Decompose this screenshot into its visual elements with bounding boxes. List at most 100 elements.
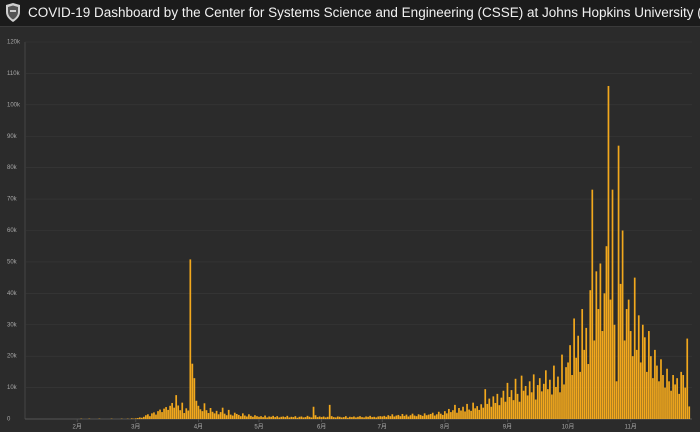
bar xyxy=(175,395,178,419)
bar xyxy=(136,418,139,419)
bar xyxy=(407,416,410,419)
bar xyxy=(573,318,575,419)
bar xyxy=(670,390,672,419)
bar xyxy=(361,417,363,419)
bar xyxy=(393,416,396,419)
bar xyxy=(411,413,414,419)
bar xyxy=(161,412,163,419)
bar xyxy=(351,417,353,419)
bar xyxy=(306,415,309,419)
bar xyxy=(270,416,272,419)
bar xyxy=(369,415,371,419)
bar xyxy=(452,410,454,419)
bar xyxy=(688,406,691,419)
bar xyxy=(237,414,240,419)
bar xyxy=(547,389,549,419)
bar xyxy=(419,414,422,419)
bar xyxy=(476,406,479,419)
bar xyxy=(526,395,529,419)
bar xyxy=(138,417,141,419)
bar xyxy=(500,397,503,419)
bar xyxy=(256,416,258,419)
bar xyxy=(631,356,634,419)
y-tick-label: 40k xyxy=(7,291,18,297)
bar xyxy=(435,414,438,419)
bar xyxy=(666,368,668,419)
bar xyxy=(187,410,190,419)
bar xyxy=(443,411,446,419)
bar xyxy=(516,393,519,419)
bar xyxy=(482,407,485,419)
bar xyxy=(575,357,577,419)
bar xyxy=(520,375,523,419)
bar xyxy=(217,414,220,419)
bar xyxy=(603,293,606,419)
bar xyxy=(668,381,670,419)
x-tick-label: 2月 xyxy=(73,424,82,431)
bar xyxy=(583,349,586,419)
bar xyxy=(504,401,507,419)
bar xyxy=(423,413,426,419)
bar xyxy=(587,364,590,419)
bar xyxy=(338,416,341,419)
bar xyxy=(656,365,658,419)
bar xyxy=(470,410,472,419)
bar xyxy=(278,417,281,419)
y-tick-label: 110k xyxy=(7,71,21,77)
bar xyxy=(322,416,325,419)
x-tick-label: 4月 xyxy=(194,424,203,431)
bar xyxy=(375,417,378,419)
bar xyxy=(353,416,355,419)
bar xyxy=(359,416,361,419)
x-tick-label: 5月 xyxy=(254,424,263,431)
bar xyxy=(454,404,456,419)
y-tick-label: 80k xyxy=(7,165,18,171)
bar xyxy=(177,405,180,419)
bar xyxy=(252,416,254,419)
bar xyxy=(213,413,216,419)
bar xyxy=(189,259,192,419)
bar xyxy=(643,337,646,419)
bar xyxy=(429,413,432,419)
logo xyxy=(6,3,20,22)
bar xyxy=(496,393,499,419)
bar xyxy=(345,416,347,419)
bar xyxy=(635,349,638,419)
bar xyxy=(567,362,569,419)
bar xyxy=(686,338,689,419)
bar xyxy=(155,414,157,419)
bar xyxy=(248,414,250,419)
bar xyxy=(244,415,246,419)
bar xyxy=(660,359,662,419)
bar xyxy=(264,415,266,419)
bar xyxy=(274,417,277,419)
bar xyxy=(551,394,553,419)
bar xyxy=(399,416,402,419)
bar xyxy=(134,418,137,419)
bar xyxy=(633,277,636,419)
bar xyxy=(151,413,153,419)
bar xyxy=(215,410,218,419)
bar xyxy=(272,415,274,419)
bar xyxy=(571,375,573,419)
bar xyxy=(415,416,418,419)
bar xyxy=(395,415,398,419)
y-tick-label: 60k xyxy=(7,228,18,234)
bar xyxy=(147,414,149,419)
bar xyxy=(460,410,462,419)
bar xyxy=(318,416,321,419)
bar xyxy=(549,379,551,419)
bar xyxy=(502,390,505,419)
bar xyxy=(559,392,561,419)
bar xyxy=(324,417,327,419)
bar xyxy=(185,408,188,419)
bar xyxy=(294,416,297,419)
bar xyxy=(233,412,236,419)
bar xyxy=(561,354,563,419)
bar xyxy=(363,417,365,419)
bar xyxy=(589,290,592,419)
bar xyxy=(260,416,262,419)
bar xyxy=(641,324,644,419)
bar xyxy=(316,417,319,419)
bar xyxy=(347,417,349,419)
